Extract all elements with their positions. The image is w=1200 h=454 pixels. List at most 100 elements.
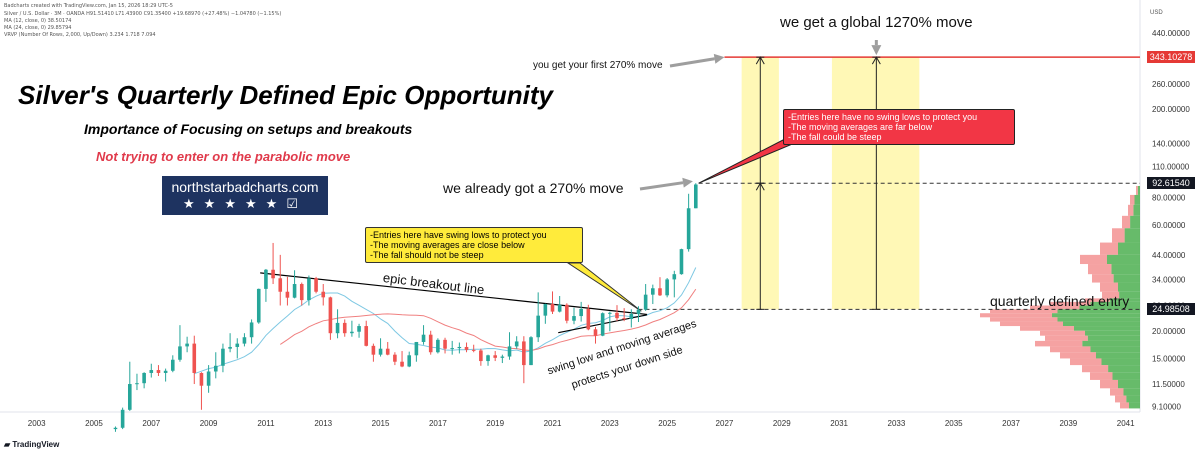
candle-body <box>457 346 462 349</box>
candle-body <box>242 337 247 344</box>
price-tick-label: 440.00000 <box>1152 29 1190 38</box>
candle-body <box>471 349 476 351</box>
volume-profile-up <box>1123 388 1140 396</box>
tradingview-logo-icon: ▰ <box>4 440 13 449</box>
global-move-arrow-head <box>871 56 881 65</box>
candle-body <box>170 359 175 371</box>
time-tick-label: 2035 <box>945 419 963 428</box>
price-tick-label: 110.00000 <box>1152 163 1190 172</box>
candle-body <box>342 322 347 334</box>
volume-profile-down <box>1130 194 1135 205</box>
candle-body <box>608 312 612 314</box>
yellow-callout: -Entries here have swing lows to protect… <box>365 227 583 263</box>
volume-profile-up <box>1134 194 1140 205</box>
candle-body <box>142 372 146 384</box>
volume-profile-up <box>1063 321 1140 327</box>
volume-profile-down <box>1100 379 1118 389</box>
volume-profile-down <box>1020 326 1074 331</box>
price-tick-label: 80.00000 <box>1152 193 1186 202</box>
price-tick-label: 9.10000 <box>1152 403 1181 412</box>
time-tick-label: 2009 <box>200 419 218 428</box>
candle-body <box>651 288 655 295</box>
candle-body <box>385 348 390 355</box>
candle-body <box>586 308 591 330</box>
price-tag-entry: 24.98508 <box>1147 303 1195 316</box>
candle-body <box>436 339 440 353</box>
price-tick-label: 11.50000 <box>1152 380 1185 389</box>
brand-logo-text: northstarbadcharts.com <box>171 179 319 195</box>
volume-profile-down <box>1030 305 1080 310</box>
candle-body <box>514 341 519 347</box>
candle-body <box>307 278 311 301</box>
yellow-callout-line: -Entries here have swing lows to protect… <box>370 230 547 240</box>
volume-profile-down <box>1128 204 1134 216</box>
candle-body <box>292 284 297 298</box>
time-tick-label: 2031 <box>830 419 848 428</box>
price-tag-target: 343.10278 <box>1147 51 1195 64</box>
yellow-callout-line: -The moving averages are close below <box>370 240 525 250</box>
header-symbol: Silver / U.S. Dollar · 3M · OANDA H91.51… <box>4 11 282 17</box>
candle-body <box>199 372 204 386</box>
time-tick-label: 2019 <box>486 419 504 428</box>
candle-body <box>629 314 634 319</box>
volume-profile-down <box>990 317 1058 322</box>
candle-body <box>407 355 412 367</box>
candle-body <box>400 361 404 367</box>
volume-profile-up <box>1111 264 1140 275</box>
volume-profile-down <box>1060 352 1096 359</box>
first-move-pointer <box>669 57 715 68</box>
price-tick-label: 15.00000 <box>1152 354 1186 363</box>
epic-breakout-line <box>260 272 648 316</box>
candle-body <box>643 294 648 310</box>
price-tag-current: 92.61540 <box>1147 177 1195 190</box>
candle-body <box>665 279 669 296</box>
candle-body <box>479 350 483 362</box>
volume-profile-down <box>1122 215 1131 229</box>
candle-body <box>264 269 268 289</box>
candle-body <box>378 348 383 355</box>
candle-body <box>428 334 433 353</box>
candle-body <box>658 288 662 296</box>
price-axis-unit: USD <box>1150 10 1163 16</box>
candle-body <box>249 322 254 338</box>
volume-profile-up <box>1074 326 1140 331</box>
volume-profile-up <box>1108 365 1140 373</box>
candle-body <box>507 346 512 357</box>
volume-profile-down <box>1115 395 1127 403</box>
price-tick-label: 200.00000 <box>1152 105 1190 114</box>
candle-body <box>522 341 526 366</box>
candle-body <box>593 329 598 336</box>
candle-body <box>543 304 548 316</box>
volume-profile-down <box>1100 242 1118 255</box>
candle-body <box>500 356 505 358</box>
volume-profile-up <box>1137 185 1140 195</box>
volume-profile-up <box>1057 317 1140 322</box>
volume-profile-up <box>1118 379 1140 389</box>
time-tick-label: 2021 <box>544 419 562 428</box>
candle-body <box>371 345 376 355</box>
candle-body <box>529 337 533 366</box>
time-tick-label: 2005 <box>85 419 103 428</box>
candle-body <box>557 304 562 312</box>
volume-profile-down <box>1082 365 1109 373</box>
volume-profile-up <box>1133 204 1140 216</box>
volume-profile-up <box>1124 228 1140 243</box>
candle-body <box>178 346 182 360</box>
candle-body <box>185 343 189 347</box>
candle-body <box>321 291 326 298</box>
candle-body <box>686 208 691 250</box>
candle-body <box>421 334 426 342</box>
time-tick-label: 2037 <box>1002 419 1020 428</box>
volume-profile-down <box>980 313 1052 318</box>
volume-profile-up <box>1112 372 1140 380</box>
candle-body <box>572 316 576 321</box>
volume-profile-down <box>1050 301 1091 306</box>
already-move-pointer-head <box>682 177 693 188</box>
price-tick-label: 260.00000 <box>1152 80 1190 89</box>
candle-body <box>693 184 698 209</box>
red-callout: -Entries here have no swing lows to prot… <box>783 109 1015 145</box>
volume-profile-down <box>1035 340 1083 347</box>
volume-profile-up <box>1085 330 1140 336</box>
volume-profile-up <box>1118 242 1140 255</box>
